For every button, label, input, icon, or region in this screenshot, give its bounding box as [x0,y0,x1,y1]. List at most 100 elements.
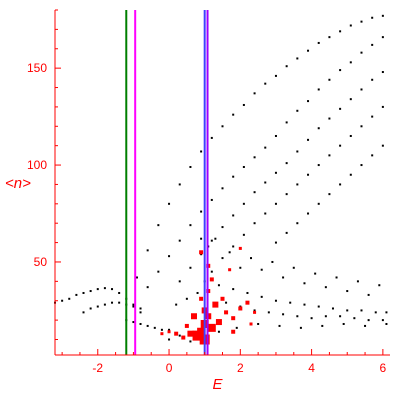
data-point [360,88,363,91]
data-point [285,231,288,234]
data-point [307,212,310,215]
data-point [307,173,310,176]
data-point [221,226,224,229]
data-point [146,286,149,289]
data-point [82,311,85,314]
data-point [264,146,267,149]
data-point [296,183,299,186]
data-point [160,328,163,331]
data-point [75,293,78,296]
data-point [324,315,327,318]
data-point [253,191,256,194]
data-point [381,105,384,108]
data-point [89,307,92,310]
data-point [317,41,320,44]
data-point [242,233,245,236]
data-point-marker [228,268,232,272]
y-tick-label: 100 [27,158,47,172]
data-point [157,224,160,227]
data-point [360,51,363,54]
data-point [371,115,374,118]
data-point [253,92,256,95]
data-point-marker [220,296,225,301]
data-point [321,324,324,327]
data-point [346,290,349,293]
data-point [274,202,277,205]
data-point [118,301,121,304]
y-tick-label: 50 [34,255,48,269]
data-point [232,113,235,116]
data-point [210,198,213,201]
data-point [339,107,342,110]
black-points-layer [54,14,388,343]
data-point [89,290,92,293]
data-point [228,251,231,254]
data-point [335,276,338,279]
data-point [360,125,363,128]
data-point [371,16,374,19]
data-point [260,295,263,298]
data-point [381,36,384,39]
data-point [242,202,245,205]
data-point [339,144,342,147]
data-point [328,78,331,81]
data-point [324,286,327,289]
data-point [264,82,267,85]
data-point [339,315,342,318]
data-point [139,322,142,325]
data-point [371,154,374,157]
data-point [339,69,342,72]
data-point-marker [197,327,206,336]
data-point [196,291,199,294]
y-axis-title: <n> [5,175,31,192]
data-point [317,305,320,308]
data-point [217,330,220,333]
data-point [285,65,288,68]
data-point-marker [187,330,194,337]
data-point [274,74,277,77]
data-point [274,241,277,244]
data-point [250,257,253,260]
data-point-marker [209,277,214,282]
data-point [189,165,192,168]
data-point [303,282,306,285]
data-point [328,117,331,120]
data-point [185,297,188,300]
data-point [103,287,106,290]
data-point [292,266,295,269]
data-point [168,328,171,331]
data-point [253,156,256,159]
data-point [178,334,181,337]
data-point [232,245,235,248]
data-point-marker [190,313,197,320]
data-point [139,307,142,310]
data-point [356,280,359,283]
data-point [317,127,320,130]
data-point [331,307,334,310]
data-point [232,175,235,178]
data-point [189,266,192,269]
data-point [310,317,313,320]
data-point [339,30,342,33]
data-point [178,183,181,186]
data-point [289,301,292,304]
data-point [296,150,299,153]
data-point-marker [160,332,164,336]
data-point [189,224,192,227]
data-point [242,165,245,168]
data-point-marker [231,329,236,334]
data-point [349,134,352,137]
x-tick-label: 6 [380,361,387,375]
data-point [353,317,356,320]
data-point [274,299,277,302]
data-point [349,61,352,64]
data-point [296,315,299,318]
x-tick-label: 2 [237,361,244,375]
data-point [317,164,320,167]
axes-layer: -2 0 2 4 6 50 100 150 E <n> [5,9,390,393]
data-point [360,309,363,312]
data-point [257,322,260,325]
y-tick-label: 150 [27,61,47,75]
data-point [296,109,299,112]
